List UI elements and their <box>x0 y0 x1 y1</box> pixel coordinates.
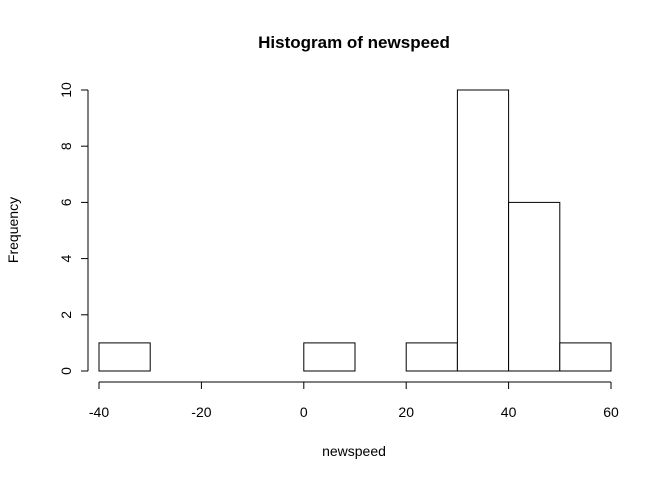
y-axis: 0 2 4 6 8 10 <box>58 82 89 375</box>
x-tick-label: 60 <box>603 404 619 420</box>
chart-title: Histogram of newspeed <box>258 33 450 52</box>
x-tick-label: 20 <box>398 404 414 420</box>
histogram-bars <box>98 89 612 372</box>
x-axis: -40 -20 0 20 40 60 <box>89 381 619 420</box>
y-tick-label: 10 <box>58 82 74 98</box>
y-tick-label: 8 <box>58 142 74 150</box>
x-tick-label: 0 <box>300 404 308 420</box>
x-tick-label: -40 <box>89 404 109 420</box>
histogram-bar <box>508 201 561 372</box>
x-axis-label: newspeed <box>322 443 386 459</box>
y-tick-label: 0 <box>58 367 74 375</box>
x-tick-label: -20 <box>191 404 211 420</box>
x-tick-label: 40 <box>501 404 517 420</box>
histogram-bar <box>303 342 356 372</box>
y-axis-label: Frequency <box>5 197 21 263</box>
histogram-bar <box>559 342 612 372</box>
histogram-bar <box>405 342 458 372</box>
histogram-bar <box>98 342 151 372</box>
y-tick-label: 2 <box>58 311 74 319</box>
y-tick-label: 4 <box>58 254 74 262</box>
y-tick-label: 6 <box>58 198 74 206</box>
histogram-bar <box>456 89 510 372</box>
